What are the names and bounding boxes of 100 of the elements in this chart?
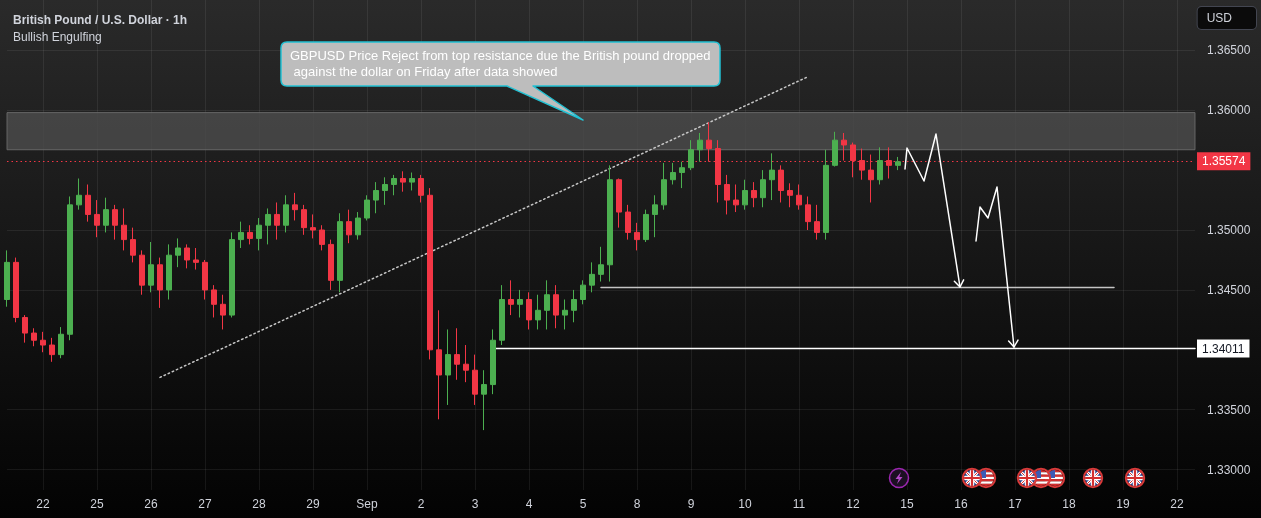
candlestick xyxy=(463,344,469,383)
x-tick-label: 11 xyxy=(792,497,806,511)
candlestick xyxy=(274,201,280,241)
candlestick xyxy=(166,243,172,301)
candlestick xyxy=(526,291,532,330)
candlestick xyxy=(436,309,442,420)
candlestick xyxy=(364,194,370,221)
candlestick xyxy=(481,369,487,431)
x-tick-label: 10 xyxy=(738,497,752,511)
candlestick xyxy=(391,174,397,196)
candlestick xyxy=(211,284,217,318)
candlestick xyxy=(76,178,82,211)
x-tick-label: 22 xyxy=(1170,497,1184,511)
x-tick-label: 29 xyxy=(306,497,320,511)
candlestick xyxy=(148,241,154,293)
x-tick-label: 4 xyxy=(525,497,533,511)
candlestick xyxy=(400,170,406,193)
candlestick xyxy=(238,221,244,249)
candlestick xyxy=(679,161,685,189)
candlestick xyxy=(508,279,514,316)
candlestick xyxy=(643,209,649,243)
candlestick xyxy=(751,181,757,208)
candlestick xyxy=(337,212,343,293)
candlestick xyxy=(544,279,550,330)
candlestick xyxy=(202,259,208,301)
candlestick xyxy=(355,211,361,241)
candlestick xyxy=(22,314,28,344)
y-tick-label: 1.34500 xyxy=(1207,282,1251,297)
ref-line-label: 1.35574 xyxy=(1202,154,1246,169)
candlestick xyxy=(175,237,181,268)
candlestick xyxy=(427,187,433,360)
candlestick xyxy=(580,279,586,305)
candlestick xyxy=(769,152,775,201)
x-tick-label: 15 xyxy=(900,497,914,511)
candlestick xyxy=(328,239,334,291)
candlestick xyxy=(139,249,145,296)
x-tick-label: 16 xyxy=(954,497,968,511)
x-tick-label: 26 xyxy=(144,497,158,511)
candlestick xyxy=(670,162,676,185)
candlestick xyxy=(805,195,811,231)
x-tick-label: 9 xyxy=(687,497,695,511)
candlestick xyxy=(184,243,190,269)
candlestick xyxy=(598,246,604,283)
candlestick xyxy=(85,184,91,223)
y-tick-label: 1.36500 xyxy=(1207,43,1251,58)
text: Bullish Engulfing xyxy=(13,30,102,44)
candlestick xyxy=(31,327,37,347)
candlestick xyxy=(517,289,523,318)
x-tick-label: 27 xyxy=(198,497,212,511)
x-tick-label: 17 xyxy=(1008,497,1022,511)
candlestick xyxy=(130,227,136,263)
candlestick xyxy=(490,328,496,395)
candlestick xyxy=(778,164,784,203)
candlestick xyxy=(13,257,19,323)
candlestick xyxy=(157,257,163,309)
candlestick xyxy=(4,249,10,308)
candlestick xyxy=(319,224,325,251)
candlestick xyxy=(589,261,595,293)
candlestick xyxy=(193,247,199,271)
candlestick xyxy=(895,156,901,171)
x-tick-label: 19 xyxy=(1116,497,1130,511)
candlestick xyxy=(94,199,100,238)
x-tick-label: 2 xyxy=(417,497,425,511)
candlestick xyxy=(247,224,253,245)
candlestick xyxy=(742,179,748,211)
x-tick-label: 5 xyxy=(579,497,587,511)
candlestick xyxy=(697,132,703,163)
text: British Pound / U.S. Dollar · 1h xyxy=(13,13,188,27)
candlestick xyxy=(292,192,298,221)
candlestick xyxy=(553,284,559,329)
candlestick xyxy=(616,178,622,229)
y-axis-title: USD xyxy=(1206,11,1233,25)
candlestick xyxy=(688,139,694,171)
candlestick xyxy=(607,164,613,283)
y-tick-label: 1.36000 xyxy=(1207,103,1251,118)
candlestick xyxy=(814,204,820,241)
candlestick xyxy=(121,207,127,251)
candlestick xyxy=(787,182,793,208)
candlestick xyxy=(310,213,316,239)
x-tick-label: 12 xyxy=(846,497,860,511)
candlestick xyxy=(877,146,883,185)
candlestick xyxy=(418,174,424,203)
y-tick-label: 1.35000 xyxy=(1207,223,1251,238)
candlestick xyxy=(67,195,73,341)
candlestick xyxy=(796,184,802,211)
candlestick xyxy=(562,299,568,330)
candlestick xyxy=(256,217,262,251)
candlestick xyxy=(103,197,109,233)
candlestick xyxy=(445,328,451,406)
data-label: 1.34011 xyxy=(1202,341,1245,356)
candlestick xyxy=(823,149,829,241)
candlestick xyxy=(625,204,631,241)
x-tick-label: 22 xyxy=(36,497,50,511)
candlestick xyxy=(40,331,46,353)
candlestick xyxy=(760,169,766,208)
y-tick-label: 1.33500 xyxy=(1207,402,1251,417)
candlestick xyxy=(499,284,505,346)
candlestick xyxy=(571,289,577,323)
candlestick xyxy=(220,294,226,330)
x-tick-label: 28 xyxy=(252,497,266,511)
